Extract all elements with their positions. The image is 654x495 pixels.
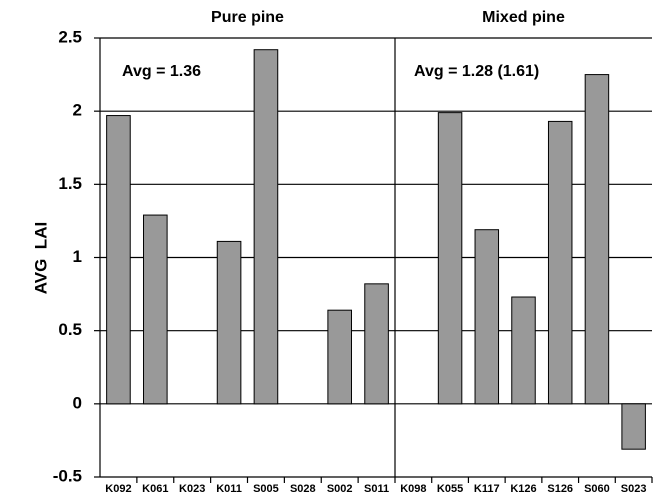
x-tick-label: K023 [179, 483, 205, 495]
panel-title: Pure pine [211, 9, 284, 26]
y-tick-label: 1 [73, 247, 82, 266]
y-tick-label: 1.5 [58, 174, 82, 193]
bar [621, 403, 646, 450]
x-tick-label: S060 [584, 483, 610, 495]
x-tick-label: S005 [253, 483, 279, 495]
x-tick-label: K098 [400, 483, 426, 495]
x-tick-label: K055 [437, 483, 463, 495]
panel-title: Mixed pine [482, 9, 565, 26]
annotation: Avg = 1.36 [122, 63, 201, 80]
x-tick-label: K092 [105, 483, 131, 495]
x-tick-label: K117 [474, 483, 500, 495]
y-tick-label: 2 [73, 101, 82, 120]
x-tick-label: S023 [621, 483, 647, 495]
y-tick-label: 0.5 [58, 320, 82, 339]
bar [253, 49, 279, 405]
x-tick-label: S011 [364, 483, 389, 495]
x-tick-label: S002 [327, 483, 353, 495]
y-tick-label: -0.5 [53, 466, 82, 485]
x-tick-label: S126 [547, 483, 573, 495]
bar [511, 296, 536, 405]
bar [584, 74, 610, 405]
x-tick-label: S028 [290, 483, 316, 495]
x-tick-label: K011 [216, 483, 242, 495]
x-tick-label: K126 [510, 483, 536, 495]
bar [143, 214, 168, 405]
x-tick-label: K061 [142, 483, 168, 495]
bar [364, 283, 389, 405]
y-tick-label: 0 [73, 393, 82, 412]
bar [474, 229, 500, 405]
bar [216, 240, 242, 405]
bar [547, 120, 573, 405]
y-tick-label: 2.5 [58, 27, 82, 46]
annotation: Avg = 1.28 (1.61) [414, 63, 539, 80]
y-axis-label: AVG LAI [31, 222, 50, 294]
bar [327, 309, 352, 405]
bar [106, 115, 131, 405]
bar [437, 112, 463, 405]
